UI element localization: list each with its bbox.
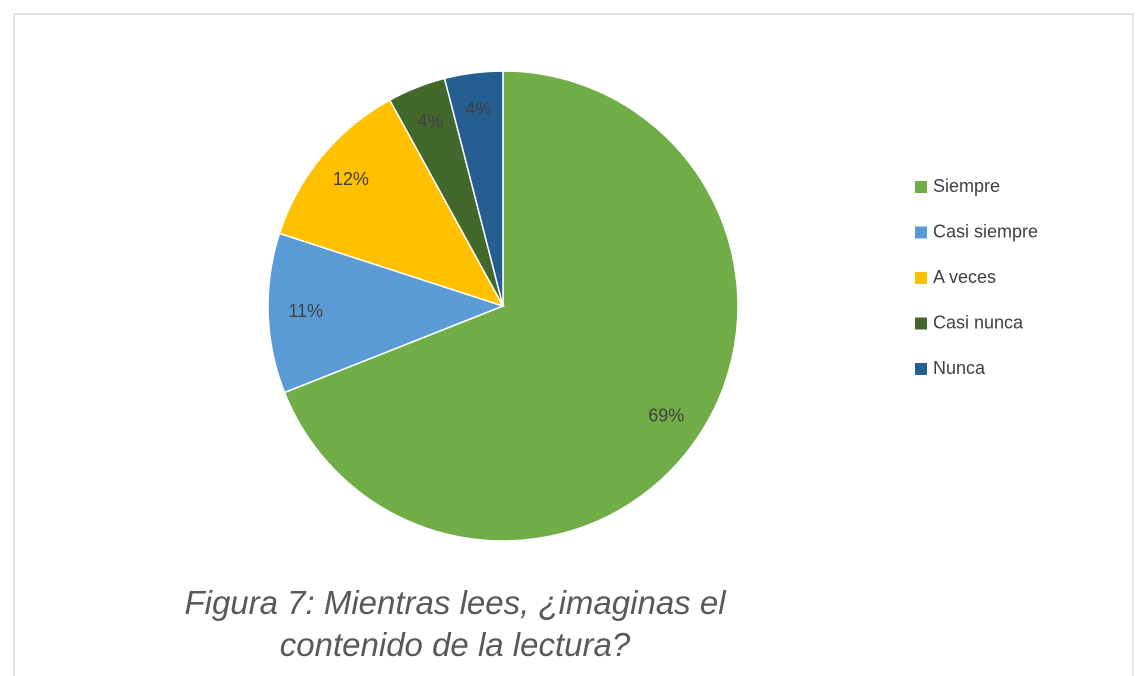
data-label: 12% [333, 169, 369, 189]
legend-label: Casi nunca [933, 312, 1024, 332]
chart-caption: Figura 7: Mientras lees, ¿imaginas el co… [184, 584, 726, 663]
legend-label: Casi siempre [933, 221, 1038, 241]
data-label: 4% [417, 111, 443, 131]
legend-swatch [915, 181, 927, 193]
pie-slice [278, 99, 505, 308]
pie-slice [443, 70, 504, 307]
legend-label: Nunca [933, 358, 986, 378]
data-label: 11% [288, 301, 323, 321]
legend-label: Siempre [933, 176, 1000, 196]
legend-swatch [915, 363, 927, 375]
legend-swatch [915, 317, 927, 330]
pie-slice [283, 70, 739, 542]
legend-swatch [915, 226, 927, 239]
pie-slice [267, 232, 506, 394]
chart-frame [13, 13, 1134, 676]
data-label: 69% [648, 406, 684, 426]
legend-label: A veces [933, 267, 996, 287]
legend-swatch [915, 272, 927, 284]
data-label: 4% [465, 99, 491, 119]
